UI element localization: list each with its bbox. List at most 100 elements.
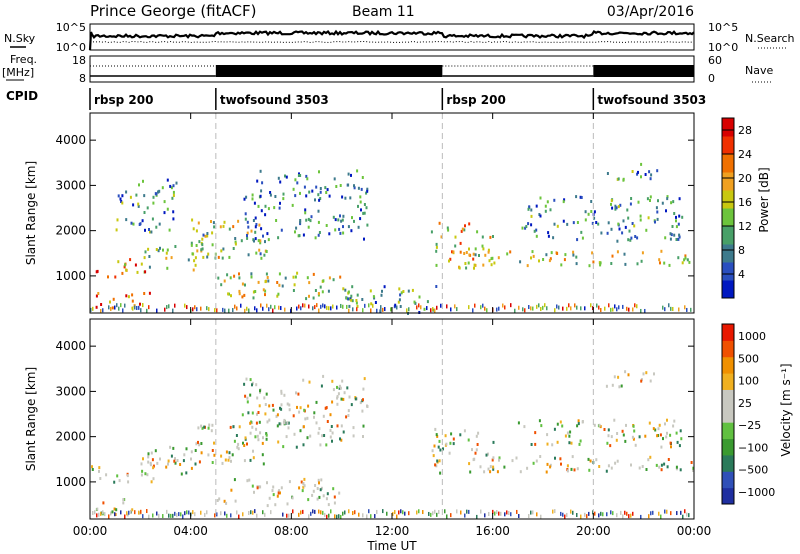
y-tick-label: 4000 — [55, 133, 86, 147]
echo-cell — [318, 231, 321, 234]
echo-cell — [95, 294, 98, 298]
echo-cell — [359, 401, 362, 405]
date-title: 03/Apr/2016 — [607, 4, 694, 20]
echo-cell — [487, 452, 489, 456]
echo-cell — [678, 444, 681, 448]
echo-cell — [539, 214, 542, 218]
echo-cell — [256, 486, 259, 490]
echo-cell — [549, 465, 552, 469]
noise-cell — [320, 304, 322, 309]
noise-cell — [682, 514, 684, 519]
noise-cell — [92, 306, 94, 311]
echo-cell — [562, 200, 565, 204]
nsky-trace — [88, 29, 695, 51]
echo-cell — [249, 378, 252, 382]
echo-cell — [362, 424, 365, 428]
echo-cell — [606, 231, 609, 235]
echo-cell — [538, 213, 541, 216]
echo-cell — [690, 461, 693, 464]
echo-cell — [240, 239, 243, 243]
echo-cell — [294, 178, 297, 182]
echo-cell — [317, 431, 320, 435]
echo-cell — [273, 206, 276, 210]
echo-cell — [379, 309, 382, 313]
echo-cell — [336, 385, 338, 389]
echo-cell — [487, 248, 490, 252]
echo-cell — [219, 225, 222, 229]
noise-cell — [206, 306, 208, 311]
echo-cell — [304, 417, 307, 421]
echo-cell — [146, 473, 149, 477]
echo-cell — [683, 258, 686, 262]
noise-cell — [562, 306, 564, 311]
echo-cell — [436, 434, 439, 438]
nsky-panel: N.Sky 10^5 10^0 10^5 10^0 N.Search — [4, 21, 795, 54]
echo-cell — [190, 243, 193, 247]
colorbar-tick-label: −100 — [738, 441, 768, 454]
echo-cell — [435, 249, 438, 253]
noise-cell — [134, 510, 136, 515]
echo-cell — [317, 209, 320, 213]
noise-cell — [162, 514, 164, 519]
noise-cell — [246, 306, 248, 311]
echo-cell — [489, 235, 492, 239]
echo-cell — [592, 260, 595, 264]
echo-cell — [137, 204, 140, 208]
echo-cell — [320, 486, 323, 490]
echo-cell — [471, 448, 473, 452]
echo-cell — [296, 181, 299, 185]
noise-cell — [392, 511, 394, 516]
echo-cell — [593, 210, 596, 214]
echo-cell — [100, 303, 103, 306]
echo-cell — [449, 441, 452, 445]
echo-cell — [366, 187, 369, 191]
echo-cell — [157, 249, 160, 253]
echo-cell — [99, 477, 102, 480]
nave-block-0 — [215, 65, 443, 77]
echo-cell — [581, 236, 584, 240]
noise-cell — [270, 510, 272, 515]
echo-cell — [473, 457, 476, 461]
echo-cell — [556, 440, 559, 444]
echo-cell — [277, 440, 280, 444]
echo-cell — [206, 255, 209, 259]
echo-cell — [100, 511, 103, 515]
echo-cell — [147, 460, 150, 464]
noise-cell — [528, 305, 530, 310]
echo-cell — [538, 419, 541, 423]
noise-cell — [498, 306, 500, 311]
echo-cell — [190, 450, 193, 454]
echo-cell — [340, 219, 343, 223]
noise-cell — [546, 306, 548, 311]
noise-cell — [232, 308, 234, 313]
echo-cell — [262, 436, 264, 440]
echo-cell — [444, 434, 447, 438]
echo-cell — [359, 195, 362, 199]
echo-cell — [143, 292, 146, 295]
echo-cell — [575, 255, 578, 259]
echo-cell — [591, 251, 594, 255]
echo-cell — [649, 455, 652, 459]
echo-cell — [299, 191, 301, 195]
noise-cell — [432, 511, 434, 516]
noise-cell — [508, 510, 510, 515]
noise-cell — [486, 308, 488, 313]
echo-cell — [340, 397, 343, 401]
noise-cell — [530, 510, 532, 515]
echo-cell — [152, 466, 155, 470]
noise-cell — [340, 514, 342, 519]
echo-cell — [556, 252, 559, 255]
echo-cell — [532, 461, 535, 465]
freq-right-tick-top: 60 — [708, 54, 722, 67]
noise-cell — [460, 510, 462, 515]
echo-cell — [588, 264, 591, 268]
noise-cell — [456, 307, 458, 312]
echo-cell — [294, 230, 296, 234]
echo-cell — [361, 176, 364, 179]
y-tick-label: 2000 — [55, 224, 86, 238]
echo-cell — [473, 263, 476, 267]
echo-cell — [315, 185, 318, 189]
echo-cell — [241, 295, 244, 299]
echo-cell — [678, 214, 681, 218]
